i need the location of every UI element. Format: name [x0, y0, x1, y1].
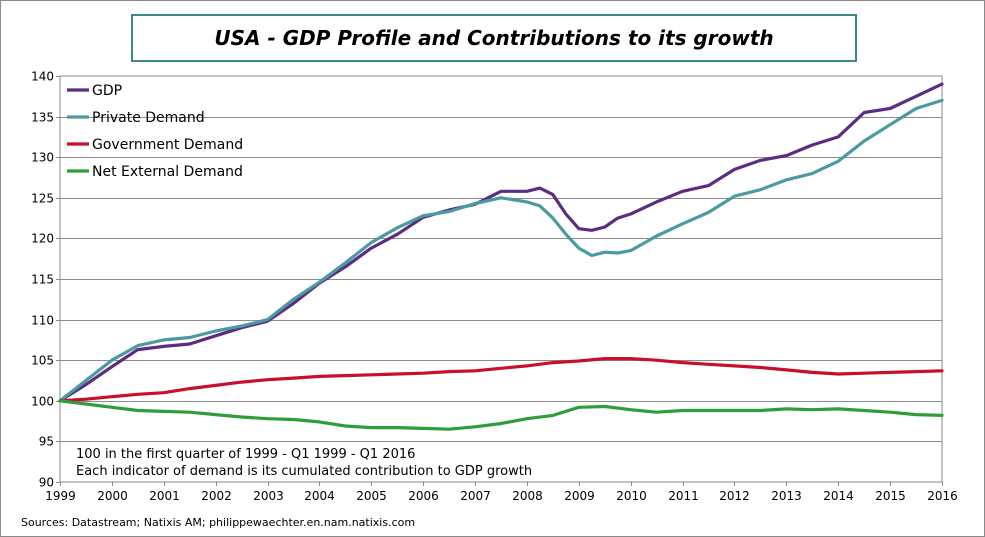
x-tick-label-2009: 2009: [564, 489, 595, 503]
y-tick-label-110: 110: [31, 314, 54, 328]
y-tick-label-140: 140: [31, 70, 54, 84]
annotation-1: 100 in the first quarter of 1999 - Q1 19…: [76, 447, 415, 462]
x-tick-label-2016: 2016: [927, 489, 958, 503]
source-note: Sources: Datastream; Natixis AM; philipp…: [21, 516, 416, 529]
x-tick-label-2002: 2002: [201, 489, 232, 503]
x-tick-label-2004: 2004: [304, 489, 335, 503]
y-tick-label-100: 100: [31, 395, 54, 409]
y-tick-label-90: 90: [39, 476, 54, 490]
y-tick-label-120: 120: [31, 232, 54, 246]
legend-label-net-external-demand: Net External Demand: [92, 164, 243, 180]
x-tick-label-2014: 2014: [823, 489, 854, 503]
x-tick-label-2012: 2012: [719, 489, 750, 503]
x-tick-label-2006: 2006: [408, 489, 439, 503]
series-lines: [58, 82, 944, 431]
x-tick-label-2010: 2010: [616, 489, 647, 503]
x-tick-label-2000: 2000: [97, 489, 128, 503]
x-tick-label-2008: 2008: [512, 489, 543, 503]
annotation-2: Each indicator of demand is its cumulate…: [76, 464, 532, 479]
x-tick-label-2013: 2013: [771, 489, 802, 503]
x-axis: 1999 2000 2001 2002 2003 2004 2005 2006 2007 2008…: [45, 482, 958, 503]
x-tick-label-2001: 2001: [149, 489, 180, 503]
title-box: USA - GDP Profile and Contributions to i…: [131, 14, 857, 62]
legend: GDP Private Demand Government Demand Net Ex…: [67, 83, 243, 180]
y-axis: 90 95 100 105 110 115 120 125 130 135 140: [31, 70, 60, 490]
gridlines: [60, 117, 942, 442]
y-tick-label-95: 95: [39, 435, 54, 449]
x-tick-label-2015: 2015: [875, 489, 906, 503]
y-tick-label-125: 125: [31, 192, 54, 206]
series-line-gdp: [58, 82, 944, 403]
x-tick-label-2011: 2011: [668, 489, 699, 503]
legend-label-private-demand: Private Demand: [92, 110, 205, 126]
series-line-net-external-demand: [58, 399, 944, 431]
series-line-private-demand: [58, 98, 944, 403]
chart-title: USA - GDP Profile and Contributions to i…: [214, 26, 774, 50]
annotations: 100 in the first quarter of 1999 - Q1 19…: [76, 447, 532, 479]
x-tick-label-2007: 2007: [460, 489, 491, 503]
legend-label-government-demand: Government Demand: [92, 137, 243, 153]
x-tick-label-2005: 2005: [356, 489, 387, 503]
series-line-government-demand: [58, 357, 944, 403]
legend-label-gdp: GDP: [92, 83, 122, 99]
y-tick-label-115: 115: [31, 273, 54, 287]
y-tick-label-130: 130: [31, 151, 54, 165]
x-tick-label-2003: 2003: [253, 489, 284, 503]
x-tick-label-1999: 1999: [45, 489, 76, 503]
y-tick-label-105: 105: [31, 354, 54, 368]
y-tick-label-135: 135: [31, 111, 54, 125]
